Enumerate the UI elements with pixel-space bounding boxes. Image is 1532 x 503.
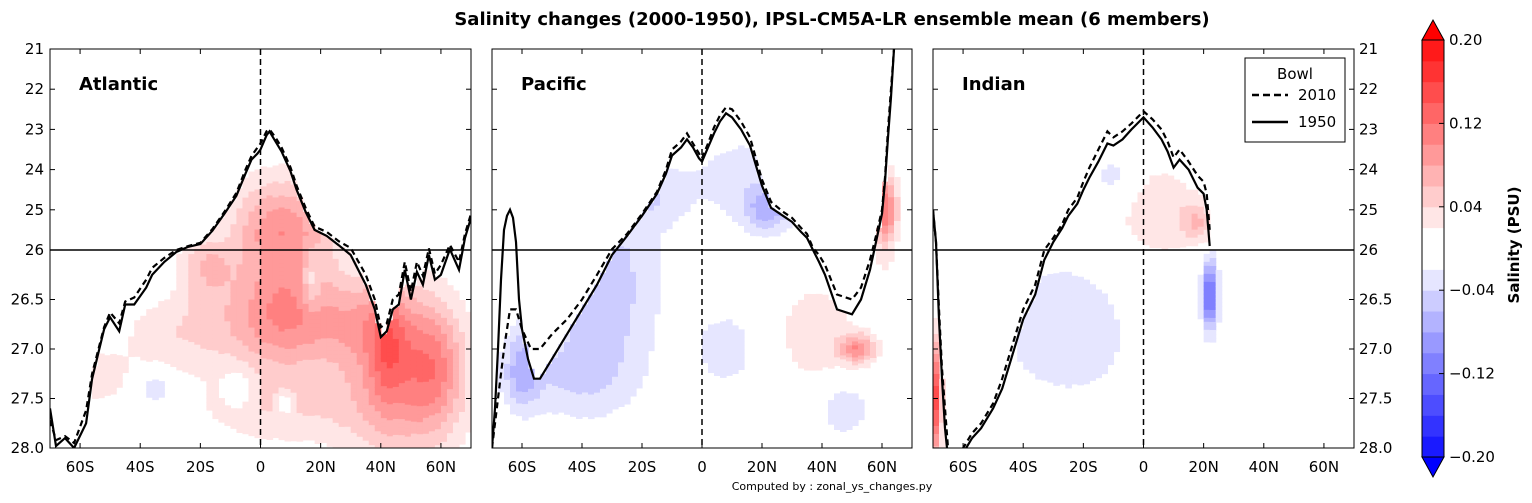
x-tick-label: 60N xyxy=(867,458,897,476)
legend-entry-label: 2010 xyxy=(1298,86,1336,104)
x-tick-label: 60N xyxy=(1309,458,1339,476)
colorbar-segment xyxy=(1422,290,1444,312)
y-tick-label-left: 24 xyxy=(25,161,44,179)
colorbar-segment xyxy=(1422,165,1444,187)
x-tick-label: 60S xyxy=(949,458,978,476)
x-tick-label: 0 xyxy=(256,458,266,476)
basin-label: Atlantic xyxy=(79,74,158,95)
y-axis-labels: 21 21 22 22 23 23 24 24 25 25 26 26 26.5 26.5 27.0 27.0… xyxy=(11,40,1393,457)
x-tick-label: 40N xyxy=(366,458,396,476)
colorbar-segment xyxy=(1422,123,1444,145)
colorbar-tick-label: −0.12 xyxy=(1449,365,1495,383)
colorbar-min-extension xyxy=(1421,456,1445,479)
y-tick-label-left: 27.0 xyxy=(11,340,44,358)
x-tick-label: 40S xyxy=(126,458,155,476)
footer-note: Computed by : zonal_ys_changes.py xyxy=(732,480,933,493)
colorbar-tick-label: 0.20 xyxy=(1449,31,1482,49)
anomaly-field xyxy=(92,163,471,448)
x-tick-label: 20N xyxy=(747,458,777,476)
bowl-2010-line xyxy=(933,109,1211,448)
y-tick-label-left: 21 xyxy=(25,40,44,58)
colorbar-segment xyxy=(1422,81,1444,104)
y-tick-label-right: 24 xyxy=(1359,161,1378,179)
x-tick-label: 40S xyxy=(1009,458,1038,476)
y-tick-label-left: 28.0 xyxy=(11,439,44,457)
colorbar-segment xyxy=(1422,40,1444,62)
y-tick-label-left: 27.5 xyxy=(11,390,44,408)
panel-indian: Indian 60S 40S 20S 0 20N 40N 60N xyxy=(932,48,1355,476)
bowl-2010-line xyxy=(50,127,471,445)
y-tick-label-right: 25 xyxy=(1359,201,1378,219)
y-tick-label-right: 28.0 xyxy=(1359,439,1392,457)
anomaly-field xyxy=(933,164,1223,448)
y-tick-label-right: 26 xyxy=(1359,241,1378,259)
bowl-1950-line xyxy=(492,49,896,448)
x-tick-label: 0 xyxy=(1139,458,1149,476)
x-tick-label: 60N xyxy=(426,458,456,476)
colorbar-segment xyxy=(1422,60,1444,83)
colorbar-segment xyxy=(1422,206,1444,229)
legend-entry-label: 1950 xyxy=(1298,113,1336,131)
x-tick-label: 60S xyxy=(66,458,95,476)
colorbar-tick-label: −0.20 xyxy=(1449,448,1495,466)
x-tick-label: 20S xyxy=(628,458,657,476)
y-tick-label-right: 21 xyxy=(1359,40,1378,58)
anomaly-field xyxy=(498,145,901,432)
y-tick-label-left: 25 xyxy=(25,201,44,219)
x-tick-label: 20S xyxy=(186,458,215,476)
x-tick-label: 20N xyxy=(305,458,335,476)
colorbar-segment xyxy=(1422,144,1444,166)
colorbar-segment xyxy=(1422,331,1444,354)
x-tick-label: 40S xyxy=(568,458,597,476)
colorbar: 0.20 0.12 0.04 −0.04 −0.12 −0.20 xyxy=(1421,18,1495,479)
colorbar-segment xyxy=(1422,185,1444,208)
bowl-1950-line xyxy=(50,129,471,448)
x-tick-label: 0 xyxy=(697,458,707,476)
x-tick-label: 20N xyxy=(1188,458,1218,476)
colorbar-segment xyxy=(1422,373,1444,395)
y-tick-label-right: 27.0 xyxy=(1359,340,1392,358)
y-tick-label-left: 26.5 xyxy=(11,291,44,309)
y-tick-label-left: 26 xyxy=(25,241,44,259)
panels-group: Atlantic 60S 40S 20S 0 20N 40N 60N Pacific 60S 40S… xyxy=(11,40,1393,476)
colorbar-max-extension xyxy=(1421,18,1445,41)
colorbar-tick-label: 0.04 xyxy=(1449,198,1482,216)
legend: Bowl 2010 1950 xyxy=(1244,57,1346,143)
y-tick-label-left: 22 xyxy=(25,80,44,98)
y-tick-label-right: 23 xyxy=(1359,120,1378,138)
colorbar-tick-label: −0.04 xyxy=(1449,281,1495,299)
colorbar-frame xyxy=(1421,39,1445,458)
colorbar-segment xyxy=(1422,102,1444,124)
x-tick-label: 40N xyxy=(807,458,837,476)
colorbar-segment xyxy=(1422,352,1444,375)
chart-title: Salinity changes (2000-1950), IPSL-CM5A-… xyxy=(454,9,1209,30)
panel-atlantic: Atlantic 60S 40S 20S 0 20N 40N 60N xyxy=(49,48,472,476)
y-tick-label-right: 27.5 xyxy=(1359,390,1392,408)
x-tick-label: 20S xyxy=(1069,458,1098,476)
x-tick-label: 40N xyxy=(1249,458,1279,476)
colorbar-segment xyxy=(1422,436,1444,458)
basin-label: Indian xyxy=(962,74,1026,95)
y-tick-label-left: 23 xyxy=(25,120,44,138)
basin-label: Pacific xyxy=(521,74,587,95)
y-tick-label-right: 26.5 xyxy=(1359,291,1392,309)
legend-box xyxy=(1244,57,1346,143)
colorbar-segment xyxy=(1422,269,1444,291)
legend-title: Bowl xyxy=(1277,65,1313,83)
y-tick-label-right: 22 xyxy=(1359,80,1378,98)
colorbar-segment xyxy=(1422,394,1444,416)
colorbar-segment xyxy=(1422,227,1444,270)
bowl-1950-line xyxy=(933,115,1211,448)
colorbar-segment xyxy=(1422,311,1444,333)
bowl-2010-line xyxy=(492,49,896,448)
x-tick-label: 60S xyxy=(508,458,537,476)
panel-pacific: Pacific 60S 40S 20S 0 20N 40N 60N xyxy=(491,48,913,476)
colorbar-tick-label: 0.12 xyxy=(1449,114,1482,132)
colorbar-segment xyxy=(1422,415,1444,437)
colorbar-label: Salinity (PSU) xyxy=(1505,187,1523,304)
